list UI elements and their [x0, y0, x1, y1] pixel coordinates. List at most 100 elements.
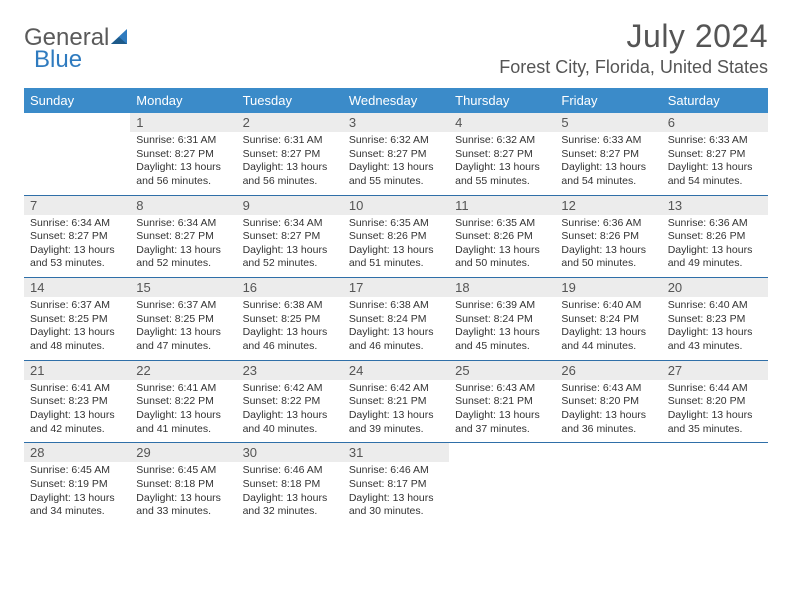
day-cell: 11Sunrise: 6:35 AMSunset: 8:26 PMDayligh… [449, 196, 555, 278]
sunrise-text: Sunrise: 6:31 AM [243, 134, 337, 148]
day-body: Sunrise: 6:46 AMSunset: 8:18 PMDaylight:… [237, 462, 343, 525]
sunset-text: Sunset: 8:18 PM [136, 478, 230, 492]
day-body: Sunrise: 6:43 AMSunset: 8:20 PMDaylight:… [555, 380, 661, 443]
day-number: 1 [130, 113, 236, 132]
day-number: 23 [237, 361, 343, 380]
day-number: 10 [343, 196, 449, 215]
day-cell: 18Sunrise: 6:39 AMSunset: 8:24 PMDayligh… [449, 278, 555, 360]
daylight-text: Daylight: 13 hours and 43 minutes. [668, 326, 762, 353]
daylight-text: Daylight: 13 hours and 49 minutes. [668, 244, 762, 271]
day-cell: 27Sunrise: 6:44 AMSunset: 8:20 PMDayligh… [662, 361, 768, 443]
day-cell: 9Sunrise: 6:34 AMSunset: 8:27 PMDaylight… [237, 196, 343, 278]
day-body: Sunrise: 6:33 AMSunset: 8:27 PMDaylight:… [555, 132, 661, 195]
daylight-text: Daylight: 13 hours and 48 minutes. [30, 326, 124, 353]
day-number: 12 [555, 196, 661, 215]
day-body: Sunrise: 6:45 AMSunset: 8:19 PMDaylight:… [24, 462, 130, 525]
day-body: Sunrise: 6:43 AMSunset: 8:21 PMDaylight:… [449, 380, 555, 443]
daylight-text: Daylight: 13 hours and 37 minutes. [455, 409, 549, 436]
day-cell: 21Sunrise: 6:41 AMSunset: 8:23 PMDayligh… [24, 361, 130, 443]
day-body: Sunrise: 6:35 AMSunset: 8:26 PMDaylight:… [449, 215, 555, 278]
sunrise-text: Sunrise: 6:34 AM [243, 217, 337, 231]
dow-cell: Monday [130, 88, 236, 113]
daylight-text: Daylight: 13 hours and 35 minutes. [668, 409, 762, 436]
day-cell: 14Sunrise: 6:37 AMSunset: 8:25 PMDayligh… [24, 278, 130, 360]
day-body [449, 462, 555, 470]
sunset-text: Sunset: 8:26 PM [349, 230, 443, 244]
daylight-text: Daylight: 13 hours and 46 minutes. [243, 326, 337, 353]
daylight-text: Daylight: 13 hours and 51 minutes. [349, 244, 443, 271]
sunset-text: Sunset: 8:27 PM [30, 230, 124, 244]
day-number: 8 [130, 196, 236, 215]
day-number: 27 [662, 361, 768, 380]
day-cell: 29Sunrise: 6:45 AMSunset: 8:18 PMDayligh… [130, 443, 236, 525]
day-number: 9 [237, 196, 343, 215]
day-body: Sunrise: 6:37 AMSunset: 8:25 PMDaylight:… [130, 297, 236, 360]
day-cell: 3Sunrise: 6:32 AMSunset: 8:27 PMDaylight… [343, 113, 449, 195]
day-body: Sunrise: 6:32 AMSunset: 8:27 PMDaylight:… [449, 132, 555, 195]
dow-cell: Wednesday [343, 88, 449, 113]
week-row: 14Sunrise: 6:37 AMSunset: 8:25 PMDayligh… [24, 278, 768, 361]
sunset-text: Sunset: 8:20 PM [668, 395, 762, 409]
sunset-text: Sunset: 8:27 PM [136, 148, 230, 162]
day-number: 24 [343, 361, 449, 380]
sunset-text: Sunset: 8:27 PM [243, 148, 337, 162]
day-number: 29 [130, 443, 236, 462]
sunset-text: Sunset: 8:26 PM [668, 230, 762, 244]
sunset-text: Sunset: 8:20 PM [561, 395, 655, 409]
sunset-text: Sunset: 8:24 PM [455, 313, 549, 327]
day-body: Sunrise: 6:41 AMSunset: 8:23 PMDaylight:… [24, 380, 130, 443]
daylight-text: Daylight: 13 hours and 54 minutes. [561, 161, 655, 188]
day-body: Sunrise: 6:40 AMSunset: 8:23 PMDaylight:… [662, 297, 768, 360]
daylight-text: Daylight: 13 hours and 50 minutes. [455, 244, 549, 271]
sunset-text: Sunset: 8:23 PM [30, 395, 124, 409]
day-number: 7 [24, 196, 130, 215]
day-number: 5 [555, 113, 661, 132]
day-number [662, 443, 768, 462]
day-body: Sunrise: 6:31 AMSunset: 8:27 PMDaylight:… [130, 132, 236, 195]
sunrise-text: Sunrise: 6:43 AM [455, 382, 549, 396]
day-body: Sunrise: 6:32 AMSunset: 8:27 PMDaylight:… [343, 132, 449, 195]
daylight-text: Daylight: 13 hours and 46 minutes. [349, 326, 443, 353]
day-body [555, 462, 661, 470]
sunset-text: Sunset: 8:18 PM [243, 478, 337, 492]
day-body: Sunrise: 6:39 AMSunset: 8:24 PMDaylight:… [449, 297, 555, 360]
sunrise-text: Sunrise: 6:32 AM [349, 134, 443, 148]
day-cell [449, 443, 555, 525]
sunrise-text: Sunrise: 6:40 AM [561, 299, 655, 313]
sunrise-text: Sunrise: 6:35 AM [455, 217, 549, 231]
day-body: Sunrise: 6:33 AMSunset: 8:27 PMDaylight:… [662, 132, 768, 195]
day-of-week-row: SundayMondayTuesdayWednesdayThursdayFrid… [24, 88, 768, 113]
day-number: 14 [24, 278, 130, 297]
week-row: 28Sunrise: 6:45 AMSunset: 8:19 PMDayligh… [24, 443, 768, 525]
day-cell [555, 443, 661, 525]
sunset-text: Sunset: 8:27 PM [136, 230, 230, 244]
sunrise-text: Sunrise: 6:40 AM [668, 299, 762, 313]
day-number: 31 [343, 443, 449, 462]
day-body: Sunrise: 6:46 AMSunset: 8:17 PMDaylight:… [343, 462, 449, 525]
day-number: 19 [555, 278, 661, 297]
daylight-text: Daylight: 13 hours and 55 minutes. [349, 161, 443, 188]
dow-cell: Sunday [24, 88, 130, 113]
sunset-text: Sunset: 8:24 PM [349, 313, 443, 327]
sunrise-text: Sunrise: 6:41 AM [30, 382, 124, 396]
sunrise-text: Sunrise: 6:33 AM [561, 134, 655, 148]
day-number: 21 [24, 361, 130, 380]
sunset-text: Sunset: 8:26 PM [561, 230, 655, 244]
week-row: 21Sunrise: 6:41 AMSunset: 8:23 PMDayligh… [24, 361, 768, 444]
day-number [555, 443, 661, 462]
day-body: Sunrise: 6:45 AMSunset: 8:18 PMDaylight:… [130, 462, 236, 525]
daylight-text: Daylight: 13 hours and 36 minutes. [561, 409, 655, 436]
location: Forest City, Florida, United States [499, 57, 768, 78]
day-cell: 22Sunrise: 6:41 AMSunset: 8:22 PMDayligh… [130, 361, 236, 443]
dow-cell: Friday [555, 88, 661, 113]
day-cell: 23Sunrise: 6:42 AMSunset: 8:22 PMDayligh… [237, 361, 343, 443]
daylight-text: Daylight: 13 hours and 39 minutes. [349, 409, 443, 436]
sunset-text: Sunset: 8:23 PM [668, 313, 762, 327]
daylight-text: Daylight: 13 hours and 54 minutes. [668, 161, 762, 188]
day-number: 2 [237, 113, 343, 132]
sunrise-text: Sunrise: 6:38 AM [349, 299, 443, 313]
week-row: 7 Sunrise: 6:34 AM Sunset: 8:27 PM Daylight… [24, 196, 768, 279]
daylight-text: Daylight: 13 hours and 42 minutes. [30, 409, 124, 436]
day-number: 22 [130, 361, 236, 380]
sunset-text: Sunset: 8:25 PM [30, 313, 124, 327]
